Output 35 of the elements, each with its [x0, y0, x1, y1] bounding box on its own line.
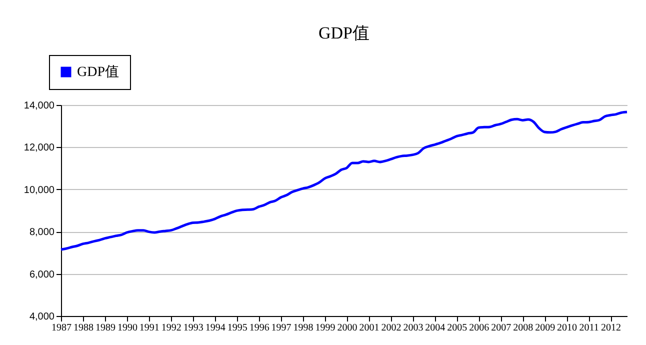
y-tick-label: 12,000: [24, 142, 55, 154]
y-tick-label: 14,000: [24, 100, 55, 112]
x-tick-label: 2000: [337, 322, 358, 334]
x-tick-label: 1987: [52, 322, 72, 334]
x-tick-label: 1996: [249, 322, 270, 334]
x-tick-label: 1992: [161, 322, 182, 334]
x-tick-label: 1993: [183, 322, 204, 334]
x-tick-label: 2010: [557, 322, 578, 334]
y-tick-label: 10,000: [24, 184, 55, 196]
chart-title: GDP值: [318, 24, 370, 42]
x-tick-label: 2002: [381, 322, 402, 334]
y-tick-label: 8,000: [29, 227, 55, 238]
line-series: [60, 110, 628, 251]
x-tick-label: 1998: [293, 322, 314, 334]
x-tick-label: 2001: [359, 322, 380, 334]
y-tick-label: 6,000: [29, 269, 55, 280]
x-tick-label: 1994: [205, 322, 226, 334]
x-tick-label: 1991: [139, 322, 160, 334]
y-tick-label: 4,000: [29, 312, 55, 322]
x-tick-label: 2006: [469, 322, 490, 334]
x-tick-label: 1990: [117, 322, 138, 334]
x-tick-label: 2007: [491, 322, 512, 334]
x-tick-label: 1995: [227, 322, 248, 334]
x-tick-label: 2012: [601, 322, 622, 334]
x-tick-label: 2011: [579, 322, 599, 334]
x-tick-label: 2003: [403, 322, 424, 334]
x-tick-label: 1989: [95, 322, 116, 334]
x-tick-label: 2009: [535, 322, 556, 334]
x-tick-label: 1988: [73, 322, 94, 334]
x-tick-label: 1999: [315, 322, 336, 334]
x-tick-label: 2005: [447, 322, 468, 334]
x-tick-label: 1997: [271, 322, 292, 334]
legend-label: GDP值: [77, 64, 120, 80]
x-tick-label: 2008: [513, 322, 534, 334]
x-tick-label: 2004: [425, 322, 446, 334]
